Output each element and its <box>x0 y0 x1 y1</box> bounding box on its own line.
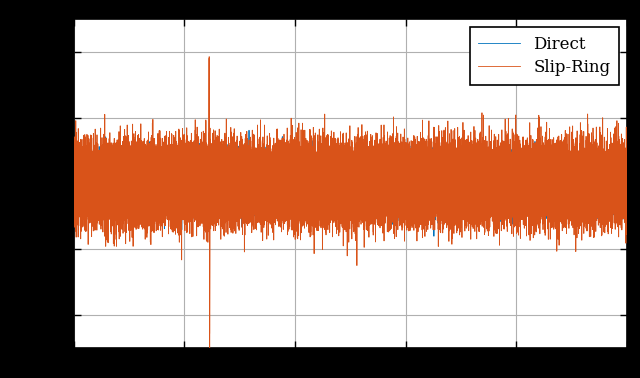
Direct <box>481 178 488 182</box>
Line: Slip-Ring: Slip-Ring <box>74 57 627 348</box>
Slip-Ring <box>282 203 289 208</box>
Direct <box>282 180 289 185</box>
Slip-Ring <box>206 346 214 350</box>
Slip-Ring <box>481 173 488 178</box>
Line: Direct: Direct <box>74 130 627 236</box>
Slip-Ring <box>623 179 631 183</box>
Legend: Direct, Slip-Ring: Direct, Slip-Ring <box>470 27 619 85</box>
Slip-Ring <box>403 198 411 203</box>
Direct <box>245 128 253 133</box>
Slip-Ring <box>108 177 115 181</box>
Direct <box>70 175 77 180</box>
Direct <box>623 163 631 168</box>
Slip-Ring <box>370 169 378 174</box>
Direct <box>370 179 378 183</box>
Direct <box>403 192 411 196</box>
Direct <box>108 186 115 191</box>
Slip-Ring <box>205 54 213 59</box>
Direct <box>430 234 438 239</box>
Slip-Ring <box>70 179 77 184</box>
Direct <box>203 198 211 202</box>
Slip-Ring <box>203 158 211 162</box>
